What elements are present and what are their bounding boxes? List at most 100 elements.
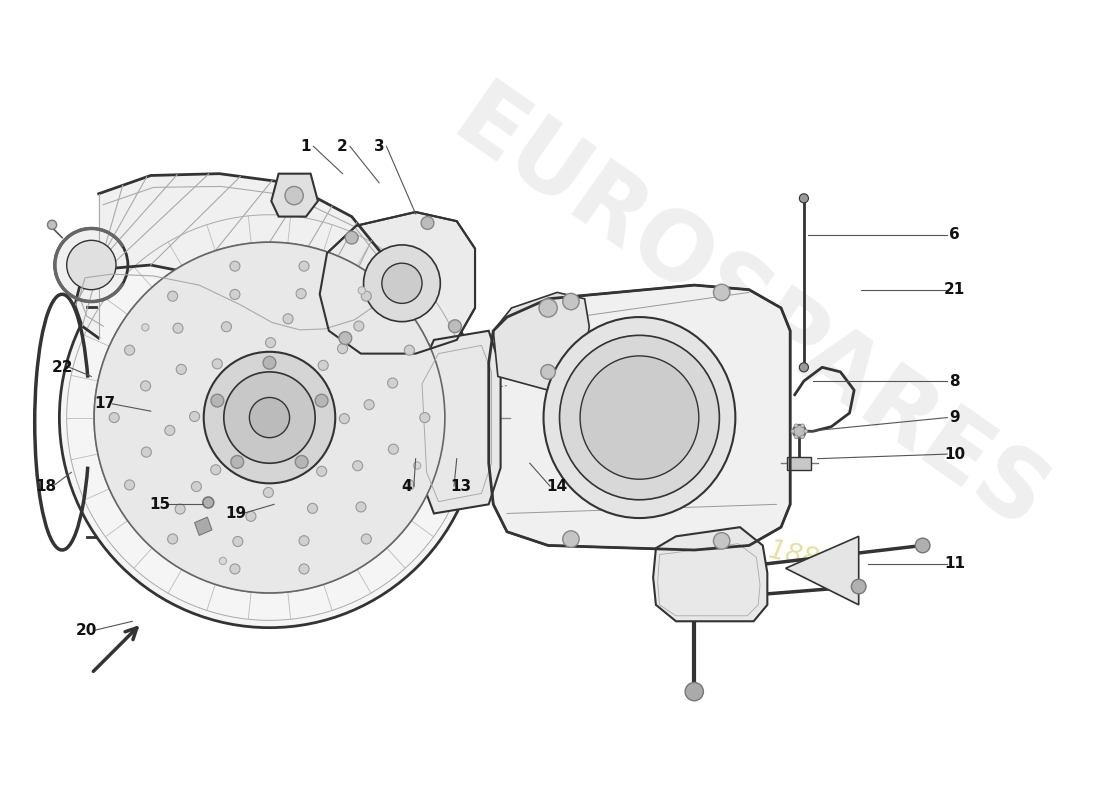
Circle shape <box>414 462 421 470</box>
Circle shape <box>59 207 480 628</box>
Circle shape <box>801 435 804 438</box>
Circle shape <box>361 534 372 544</box>
Circle shape <box>794 424 797 427</box>
Circle shape <box>339 332 352 345</box>
Text: 13: 13 <box>451 478 472 494</box>
Circle shape <box>563 294 580 310</box>
Circle shape <box>230 290 240 299</box>
Circle shape <box>221 322 231 332</box>
Circle shape <box>263 356 276 369</box>
Polygon shape <box>272 174 318 217</box>
Text: 22: 22 <box>52 360 73 375</box>
Polygon shape <box>75 174 388 338</box>
Circle shape <box>317 466 327 476</box>
Polygon shape <box>653 527 768 622</box>
Circle shape <box>296 289 306 298</box>
Circle shape <box>191 482 201 491</box>
Text: 19: 19 <box>226 506 246 521</box>
Circle shape <box>353 461 363 470</box>
Circle shape <box>124 345 134 355</box>
Circle shape <box>793 425 805 438</box>
Circle shape <box>230 261 240 271</box>
Text: 21: 21 <box>944 282 965 297</box>
Circle shape <box>124 480 134 490</box>
Ellipse shape <box>543 317 736 518</box>
Circle shape <box>345 231 359 244</box>
Circle shape <box>356 502 366 512</box>
Circle shape <box>387 378 397 388</box>
Circle shape <box>189 411 199 422</box>
Text: 18: 18 <box>35 478 56 494</box>
Circle shape <box>233 537 243 546</box>
Circle shape <box>318 360 328 370</box>
Text: a passion for parts since 1885: a passion for parts since 1885 <box>442 469 837 577</box>
Circle shape <box>801 424 804 427</box>
Circle shape <box>231 455 244 468</box>
Polygon shape <box>320 212 475 354</box>
Circle shape <box>299 261 309 271</box>
Circle shape <box>800 362 808 372</box>
Circle shape <box>212 359 222 369</box>
Circle shape <box>167 291 178 301</box>
Circle shape <box>204 352 336 483</box>
Circle shape <box>804 430 807 433</box>
Circle shape <box>541 365 556 379</box>
Circle shape <box>295 455 308 468</box>
Circle shape <box>283 314 293 324</box>
Circle shape <box>142 324 148 331</box>
Text: 9: 9 <box>949 410 960 425</box>
Circle shape <box>915 538 930 553</box>
Circle shape <box>230 564 240 574</box>
Text: 15: 15 <box>150 497 170 512</box>
Circle shape <box>338 343 348 354</box>
Circle shape <box>340 414 350 424</box>
Circle shape <box>421 217 433 230</box>
Text: EUROSPARES: EUROSPARES <box>436 74 1063 551</box>
Circle shape <box>316 394 328 407</box>
Circle shape <box>685 682 703 701</box>
Circle shape <box>563 531 580 547</box>
Circle shape <box>359 286 365 294</box>
Circle shape <box>176 364 186 374</box>
Text: 3: 3 <box>374 138 384 154</box>
Circle shape <box>791 430 794 433</box>
Circle shape <box>202 497 213 508</box>
Circle shape <box>141 447 152 457</box>
Polygon shape <box>416 330 500 514</box>
Circle shape <box>211 465 221 474</box>
Polygon shape <box>493 293 590 390</box>
Circle shape <box>364 400 374 410</box>
Circle shape <box>95 242 444 593</box>
Circle shape <box>405 345 415 355</box>
Text: 20: 20 <box>76 623 98 638</box>
Text: 17: 17 <box>95 396 116 411</box>
Circle shape <box>361 291 372 301</box>
Circle shape <box>364 245 440 322</box>
Circle shape <box>211 394 223 407</box>
Circle shape <box>308 503 318 514</box>
Circle shape <box>354 321 364 331</box>
Circle shape <box>382 263 422 303</box>
Circle shape <box>47 220 56 230</box>
Circle shape <box>800 194 808 203</box>
Circle shape <box>167 534 178 544</box>
Circle shape <box>141 381 151 391</box>
Circle shape <box>55 229 128 302</box>
Circle shape <box>794 435 797 438</box>
Text: 10: 10 <box>944 446 965 462</box>
Polygon shape <box>364 345 439 504</box>
Circle shape <box>246 511 256 522</box>
Circle shape <box>714 533 730 549</box>
Text: 2: 2 <box>338 138 348 154</box>
Circle shape <box>714 284 730 301</box>
Circle shape <box>420 413 430 422</box>
Ellipse shape <box>580 356 698 479</box>
Circle shape <box>539 299 558 317</box>
Circle shape <box>109 413 119 422</box>
Circle shape <box>265 338 276 348</box>
Circle shape <box>67 240 116 290</box>
Polygon shape <box>785 536 859 605</box>
Circle shape <box>173 323 183 334</box>
Circle shape <box>299 564 309 574</box>
Text: 11: 11 <box>944 556 965 571</box>
